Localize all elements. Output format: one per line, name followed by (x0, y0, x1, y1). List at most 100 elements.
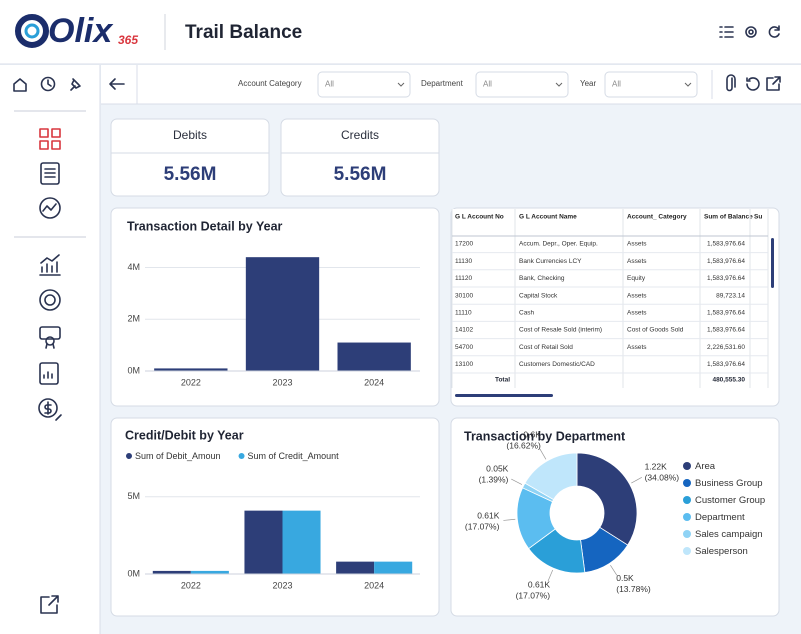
leader-line (503, 518, 516, 521)
column-header: G L Account Name (519, 214, 577, 221)
settings-icon[interactable] (745, 26, 757, 38)
filter-value: All (483, 80, 492, 89)
table-cell: 17200 (455, 241, 473, 248)
x-tick-label: 2023 (272, 580, 292, 590)
report-icon[interactable] (40, 162, 60, 185)
table-cell: Assets (627, 292, 647, 299)
refresh-icon[interactable] (768, 25, 780, 38)
y-tick-label: 4M (127, 262, 140, 272)
table-cell: 54700 (455, 344, 473, 351)
bar (374, 561, 413, 574)
column-header: Sum of Balance (704, 214, 753, 221)
y-tick-label: 2M (127, 314, 140, 324)
budget-icon[interactable] (39, 289, 61, 311)
bar (244, 510, 283, 574)
bar (336, 561, 375, 574)
y-tick-label: 0M (127, 365, 140, 375)
filter-label: Account Category (238, 79, 302, 88)
x-tick-label: 2023 (272, 377, 292, 387)
table-cell: Bank, Checking (519, 275, 565, 282)
leader-line (631, 477, 642, 484)
data-label: 0.6K (523, 430, 541, 440)
kpi-value: 5.56M (164, 164, 217, 185)
table-cell: 89,723.14 (716, 292, 745, 299)
data-label: 0.61K (528, 580, 551, 590)
finance-icon[interactable] (38, 398, 62, 421)
reset-icon[interactable] (746, 77, 760, 91)
table-card (450, 207, 780, 407)
scrollbar-h[interactable] (455, 394, 553, 397)
legend-marker (683, 547, 691, 555)
table-cell: 1,583,976.64 (707, 275, 745, 282)
table-header (452, 209, 768, 236)
table-cell: 30100 (455, 292, 473, 299)
header-bar (0, 0, 801, 64)
column-header: G L Account No (455, 214, 504, 221)
table-cell: Equity (627, 275, 646, 282)
table-cell: Capital Stock (519, 292, 558, 299)
table-cell: 2,226,531.60 (707, 344, 745, 351)
table-cell: 11110 (455, 310, 472, 317)
table-cell: 1,583,976.64 (707, 310, 745, 317)
legend-label: Sum of Credit_Amount (248, 451, 340, 461)
legend-label: Customer Group (695, 495, 765, 506)
filter-value: All (612, 80, 621, 89)
external-link-icon[interactable] (40, 595, 59, 614)
table-cell: Cost of Retail Sold (519, 344, 573, 351)
x-tick-label: 2024 (364, 377, 384, 387)
percent-label: (17.07%) (465, 522, 500, 532)
kpi-label: Debits (173, 128, 207, 142)
leader-line (610, 565, 618, 576)
x-tick-label: 2022 (181, 580, 201, 590)
table-cell: 13100 (455, 361, 473, 368)
table-cell: Cash (519, 310, 535, 317)
bar (190, 570, 229, 574)
data-label: 0.5K (616, 573, 634, 583)
percent-label: (16.62%) (506, 441, 541, 451)
y-tick-label: 5M (127, 491, 140, 501)
grid-icon[interactable] (39, 128, 61, 150)
table-cell: 14102 (455, 327, 473, 334)
percent-label: (1.39%) (479, 475, 509, 485)
legend-marker (683, 496, 691, 504)
legend-label: Business Group (695, 478, 763, 489)
table-cell: 11120 (455, 275, 472, 282)
table-cell: 1,583,976.64 (707, 241, 745, 248)
legend-marker (683, 479, 691, 487)
bar (282, 510, 321, 574)
filter-select[interactable] (604, 71, 698, 98)
leader-line (539, 448, 547, 460)
table-cell: Cost of Goods Sold (627, 327, 684, 334)
invoice-icon[interactable] (39, 362, 59, 385)
trend-icon[interactable] (39, 197, 61, 219)
logo-ring (24, 23, 40, 39)
kpi-card (110, 118, 270, 197)
bar (245, 257, 320, 371)
table-cell: 11130 (455, 258, 472, 265)
total-balance: 480,555.30 (712, 377, 745, 384)
dropdown-chevron (555, 82, 563, 87)
filter-select[interactable] (475, 71, 569, 98)
scrollbar-v[interactable] (771, 238, 774, 288)
filter-label: Year (580, 79, 597, 88)
legend-label: Department (695, 512, 745, 523)
pin-icon[interactable] (70, 78, 81, 91)
attach-icon[interactable] (726, 74, 736, 92)
dropdown-chevron (684, 82, 692, 87)
award-icon[interactable] (39, 326, 61, 349)
legend-label: Sum of Debit_Amoun (135, 451, 221, 461)
table-cell: Cost of Resale Sold (interim) (519, 327, 602, 334)
table-cell: Assets (627, 258, 647, 265)
table-cell: Assets (627, 241, 647, 248)
history-icon[interactable] (40, 76, 56, 92)
legend-label: Sales campaign (695, 529, 763, 540)
export-icon[interactable] (766, 76, 781, 91)
growth-icon[interactable] (39, 254, 61, 276)
table-cell: Bank Currencies LCY (519, 258, 582, 265)
list-icon[interactable] (719, 26, 734, 38)
home-icon[interactable] (13, 78, 27, 92)
kpi-card (280, 118, 440, 197)
legend-marker (683, 462, 691, 470)
filter-select[interactable] (317, 71, 411, 98)
back-button[interactable] (109, 78, 125, 90)
